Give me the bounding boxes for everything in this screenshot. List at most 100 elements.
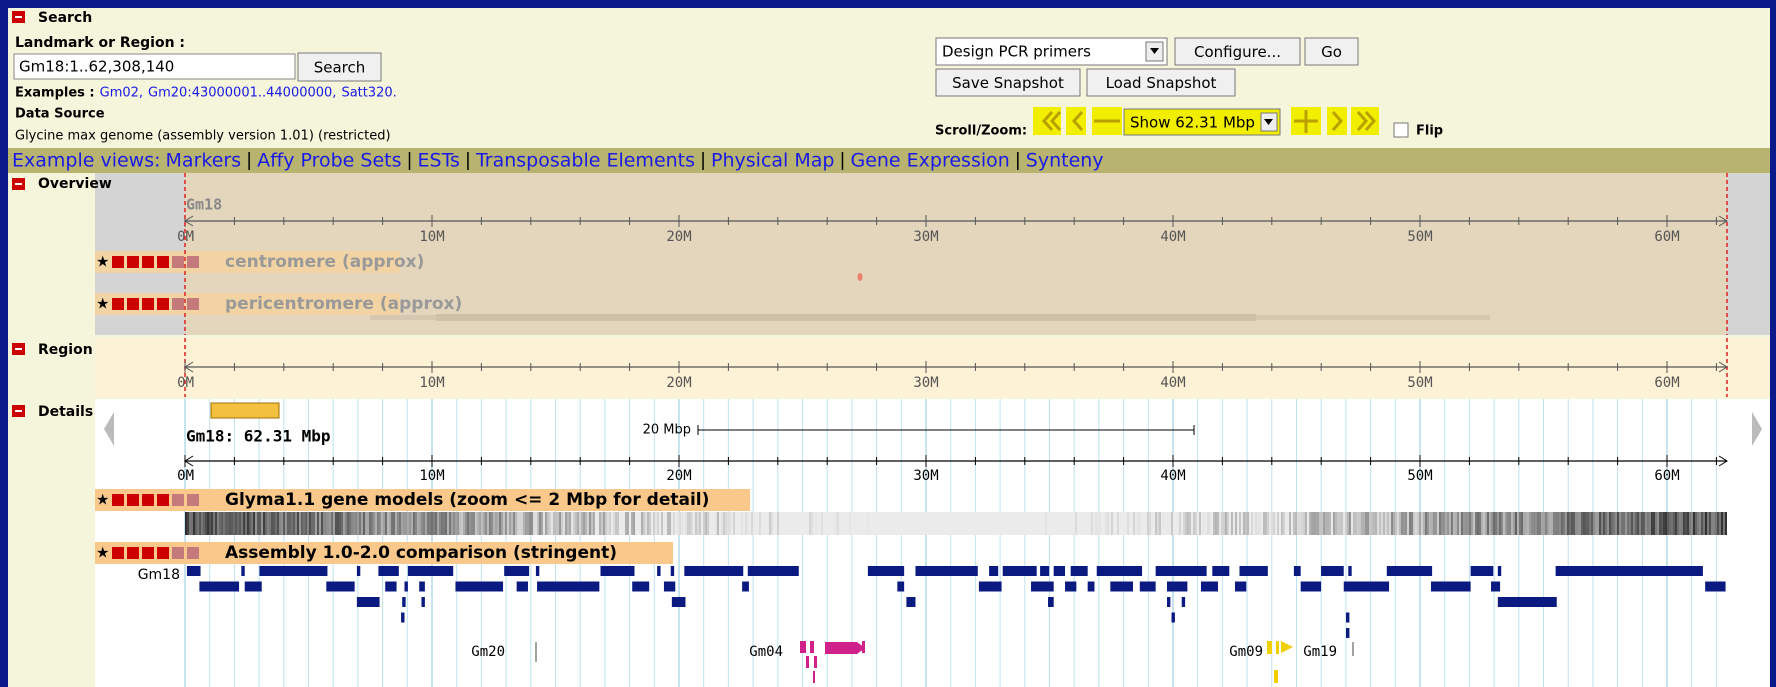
track-icon[interactable] [127, 256, 139, 268]
density-bin [1013, 512, 1015, 535]
density-bin [943, 512, 945, 535]
density-bin [723, 512, 725, 535]
track-icon[interactable] [112, 298, 124, 310]
alignment-block [915, 566, 978, 576]
track-icon[interactable] [142, 494, 154, 506]
density-bin [941, 512, 943, 535]
density-bin [421, 512, 423, 535]
density-bin [489, 512, 491, 535]
track-icon[interactable] [127, 298, 139, 310]
density-bin [1617, 512, 1619, 535]
density-bin [1665, 512, 1667, 535]
track-icon[interactable] [187, 494, 199, 506]
track-icon[interactable] [172, 494, 184, 506]
example-view-link[interactable]: Physical Map [711, 150, 834, 172]
example-view-link[interactable]: Markers [166, 150, 242, 172]
alignment-block [800, 641, 806, 653]
density-bin [811, 512, 813, 535]
track-icon[interactable] [172, 547, 184, 559]
right-arrow[interactable] [1752, 412, 1762, 446]
flip-checkbox[interactable] [1393, 122, 1409, 138]
example-view-link[interactable]: Synteny [1026, 150, 1104, 172]
example-view-link[interactable]: ESTs [418, 150, 460, 172]
density-bin [283, 512, 285, 535]
example-link[interactable]: Satt320. [341, 86, 396, 101]
example-view-link[interactable]: Gene Expression [850, 150, 1009, 172]
left-arrow[interactable] [104, 412, 114, 446]
alignment-block [906, 597, 916, 607]
density-bin [831, 512, 833, 535]
zoom-button[interactable] [1327, 107, 1347, 135]
track-icon[interactable] [142, 547, 154, 559]
density-bin [963, 512, 965, 535]
example-views-bar [8, 148, 1770, 173]
density-bin [561, 512, 563, 535]
scroll-button[interactable] [1033, 107, 1061, 135]
load-snapshot-button[interactable] [1086, 68, 1236, 97]
track-icon[interactable] [187, 547, 199, 559]
track-icon[interactable] [157, 298, 169, 310]
density-bin [347, 512, 349, 535]
configure-button[interactable] [1174, 37, 1301, 66]
density-bin [1115, 512, 1117, 535]
track-icon[interactable] [127, 547, 139, 559]
density-bin [713, 512, 715, 535]
density-bin [691, 512, 693, 535]
density-bin [193, 512, 195, 535]
density-bin [1217, 512, 1219, 535]
track-icon[interactable] [142, 298, 154, 310]
alignment-block [402, 597, 406, 607]
plugin-select[interactable] [935, 37, 1168, 66]
example-link[interactable]: Gm20:43000001..44000000, [148, 86, 336, 101]
density-bin [1559, 512, 1561, 535]
density-bin [1495, 512, 1497, 535]
landmark-input[interactable] [13, 53, 296, 80]
density-bin [1043, 512, 1045, 535]
track-icon[interactable] [157, 547, 169, 559]
density-bin [1713, 512, 1715, 535]
save-snapshot-button[interactable] [935, 68, 1081, 97]
density-bin [843, 512, 845, 535]
density-bin [1687, 512, 1689, 535]
density-bin [513, 512, 515, 535]
density-bin [1337, 512, 1339, 535]
density-bin [1169, 512, 1171, 535]
track-icon[interactable] [172, 256, 184, 268]
density-bin [581, 512, 583, 535]
track-icon[interactable] [112, 547, 124, 559]
track-icon[interactable] [187, 298, 199, 310]
density-bin [1601, 512, 1603, 535]
density-bin [1089, 512, 1091, 535]
track-icon[interactable] [112, 494, 124, 506]
density-bin [751, 512, 753, 535]
zoom-select[interactable] [1123, 108, 1281, 136]
track-icon[interactable] [187, 256, 199, 268]
configure-button-label: Configure... [1194, 43, 1281, 61]
density-bin [1715, 512, 1717, 535]
density-bin [1635, 512, 1637, 535]
density-bin [1023, 512, 1025, 535]
track-icon[interactable] [142, 256, 154, 268]
track-icon[interactable] [112, 256, 124, 268]
track-icon[interactable] [172, 298, 184, 310]
density-bin [1267, 512, 1269, 535]
density-bin [1557, 512, 1559, 535]
go-button[interactable] [1304, 37, 1359, 66]
density-bin [1443, 512, 1445, 535]
example-link[interactable]: Gm02, [100, 86, 143, 101]
density-bin [973, 512, 975, 535]
density-bin [1329, 512, 1331, 535]
density-bin [1253, 512, 1255, 535]
density-bin [907, 512, 909, 535]
search-button[interactable] [297, 52, 382, 82]
example-view-link[interactable]: Transposable Elements [475, 150, 695, 172]
alignment-block [1430, 581, 1471, 592]
density-bin [1079, 512, 1081, 535]
track-icon[interactable] [157, 256, 169, 268]
track-icon[interactable] [127, 494, 139, 506]
density-bin [1363, 512, 1365, 535]
density-bin [1001, 512, 1003, 535]
track-icon[interactable] [157, 494, 169, 506]
density-bin [197, 512, 199, 535]
example-view-link[interactable]: Affy Probe Sets [257, 150, 401, 172]
